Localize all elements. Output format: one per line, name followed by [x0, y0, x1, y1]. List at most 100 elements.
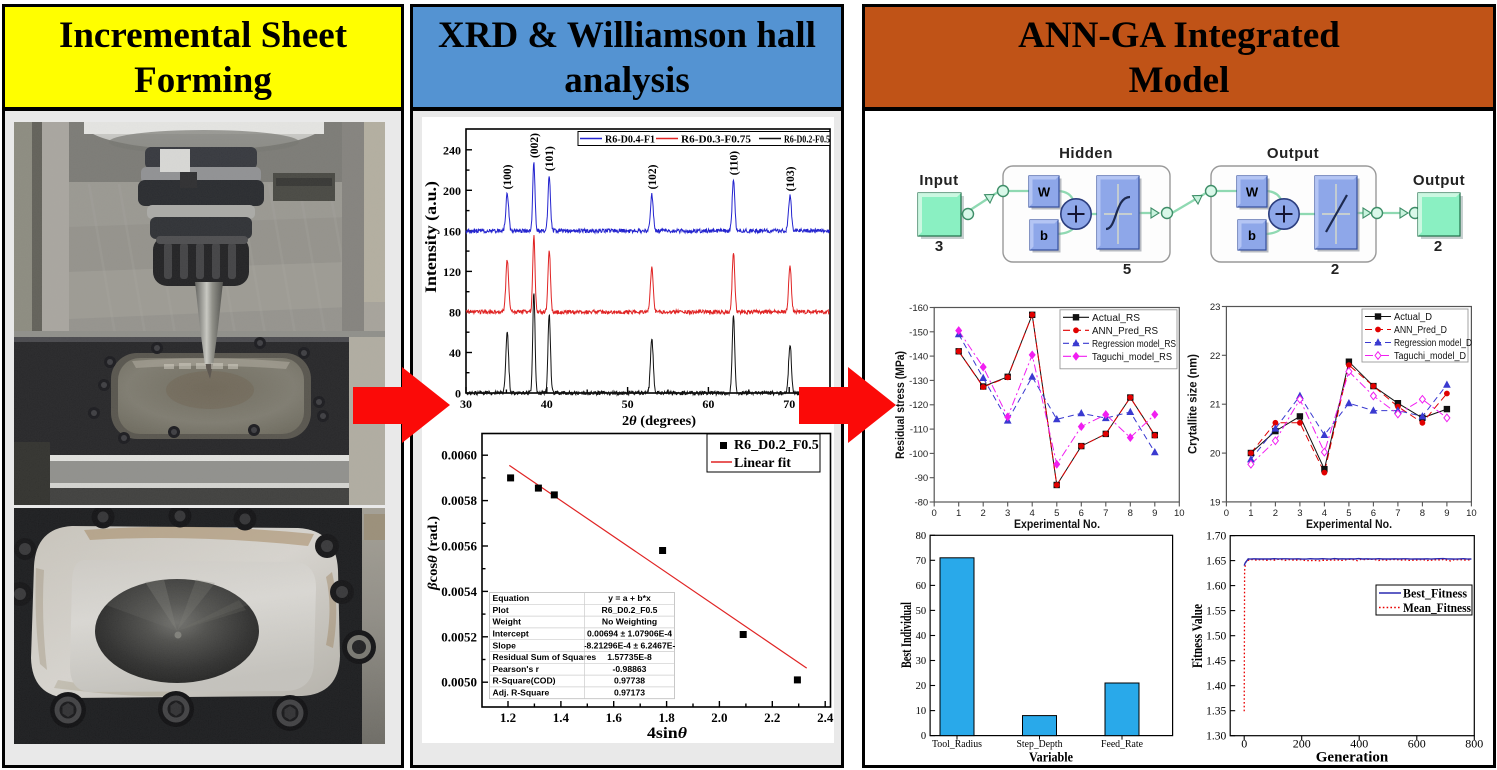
svg-text:19: 19 [1210, 497, 1221, 508]
svg-text:Experimental No.: Experimental No. [1014, 519, 1100, 531]
svg-text:0.0056: 0.0056 [441, 539, 477, 554]
svg-text:400: 400 [1350, 737, 1368, 751]
svg-text:1.45: 1.45 [1206, 656, 1226, 668]
svg-text:70: 70 [916, 556, 927, 567]
svg-text:6: 6 [1371, 508, 1376, 519]
svg-text:9: 9 [1444, 508, 1449, 519]
svg-text:3: 3 [1297, 508, 1302, 519]
svg-text:0.0050: 0.0050 [441, 675, 477, 690]
svg-text:40: 40 [449, 346, 461, 360]
svg-text:Taguchi_model_D: Taguchi_model_D [1394, 351, 1466, 362]
svg-text:10: 10 [1466, 508, 1477, 519]
svg-text:0.0054: 0.0054 [441, 584, 477, 599]
svg-text:4: 4 [1030, 508, 1035, 519]
svg-text:1: 1 [956, 508, 961, 519]
svg-text:Step_Depth: Step_Depth [1017, 738, 1063, 750]
svg-text:50: 50 [916, 606, 927, 617]
svg-text:No Weighting: No Weighting [602, 617, 657, 627]
svg-text:2.2: 2.2 [764, 710, 780, 725]
svg-text:Tool_Radius: Tool_Radius [932, 738, 982, 750]
svg-text:0.97173: 0.97173 [614, 688, 645, 698]
svg-text:20: 20 [1210, 449, 1221, 460]
svg-text:Residual stress (MPa): Residual stress (MPa) [895, 351, 907, 459]
svg-text:200: 200 [443, 184, 461, 198]
svg-text:120: 120 [443, 265, 461, 279]
svg-text:60: 60 [916, 581, 927, 592]
svg-text:22: 22 [1210, 351, 1221, 362]
svg-text:Regression model_RS: Regression model_RS [1092, 339, 1176, 350]
svg-text:3: 3 [1005, 508, 1010, 519]
svg-text:600: 600 [1408, 737, 1426, 751]
svg-text:Output: Output [1267, 145, 1319, 162]
svg-text:1.70: 1.70 [1206, 531, 1226, 543]
svg-text:8: 8 [1420, 508, 1425, 519]
svg-text:ANN_Pred_D: ANN_Pred_D [1394, 325, 1447, 336]
svg-text:2: 2 [1331, 261, 1339, 278]
svg-text:Adj. R-Square: Adj. R-Square [493, 688, 550, 698]
svg-text:0: 0 [932, 508, 937, 519]
svg-text:40: 40 [541, 397, 553, 411]
svg-text:-130: -130 [909, 376, 928, 387]
svg-text:b: b [1040, 228, 1048, 243]
svg-text:80: 80 [449, 305, 461, 319]
svg-text:10: 10 [916, 706, 927, 717]
svg-text:Pearson's r: Pearson's r [493, 664, 540, 674]
svg-text:3: 3 [935, 238, 943, 255]
svg-text:W: W [1246, 185, 1259, 200]
svg-text:b: b [1248, 228, 1256, 243]
svg-text:21: 21 [1210, 400, 1221, 411]
svg-text:60: 60 [702, 397, 714, 411]
svg-text:1.8: 1.8 [658, 710, 675, 725]
svg-text:2: 2 [981, 508, 986, 519]
svg-text:-160: -160 [909, 303, 928, 314]
svg-text:0: 0 [1241, 737, 1247, 751]
svg-text:R6_D0.2_F0.5: R6_D0.2_F0.5 [602, 605, 658, 615]
svg-text:ANN_Pred_RS: ANN_Pred_RS [1092, 326, 1158, 337]
svg-text:1.6: 1.6 [606, 710, 623, 725]
svg-text:Regression model_D: Regression model_D [1394, 338, 1472, 349]
svg-text:Output: Output [1413, 172, 1465, 189]
svg-text:4: 4 [1322, 508, 1327, 519]
svg-text:Actual_RS: Actual_RS [1092, 313, 1140, 324]
svg-text:5: 5 [1346, 508, 1351, 519]
svg-text:5: 5 [1123, 261, 1131, 278]
svg-text:-140: -140 [909, 352, 928, 363]
svg-text:70: 70 [783, 397, 795, 411]
svg-text:R-Square(COD): R-Square(COD) [493, 676, 556, 686]
svg-text:-0.98863: -0.98863 [613, 664, 647, 674]
svg-text:30: 30 [916, 656, 927, 667]
svg-text:Residual Sum of Squares: Residual Sum of Squares [493, 652, 597, 662]
svg-text:-8.21296E-4 ± 6.2467E-: -8.21296E-4 ± 6.2467E- [584, 640, 676, 650]
svg-text:R6-D0.3-F0.75: R6-D0.3-F0.75 [681, 134, 751, 145]
svg-text:Weight: Weight [493, 617, 522, 627]
svg-text:(002): (002) [529, 133, 541, 158]
svg-text:10: 10 [1174, 508, 1185, 519]
svg-text:(102): (102) [647, 164, 659, 189]
svg-text:0.0058: 0.0058 [441, 493, 477, 508]
svg-text:(100): (100) [502, 164, 514, 189]
svg-text:0.00694 ± 1.07906E-4: 0.00694 ± 1.07906E-4 [587, 629, 672, 639]
svg-text:0.0060: 0.0060 [441, 448, 477, 463]
svg-text:2: 2 [1434, 238, 1442, 255]
svg-text:Hidden: Hidden [1059, 145, 1113, 162]
svg-text:1.60: 1.60 [1206, 581, 1226, 593]
svg-text:1.4: 1.4 [553, 710, 570, 725]
svg-text:0: 0 [455, 387, 461, 401]
svg-text:-90: -90 [914, 473, 928, 484]
svg-text:0: 0 [1224, 508, 1229, 519]
svg-text:0.0052: 0.0052 [441, 629, 477, 644]
svg-text:30: 30 [460, 397, 472, 411]
svg-text:(101): (101) [544, 146, 556, 171]
svg-text:2: 2 [1273, 508, 1278, 519]
svg-text:Intensity (a.u.): Intensity (a.u.) [423, 181, 440, 293]
svg-text:Best Individual: Best Individual [899, 602, 915, 668]
svg-text:800: 800 [1465, 737, 1483, 751]
svg-text:Taguchi_model_RS: Taguchi_model_RS [1092, 352, 1172, 363]
svg-text:βcosθ (rad.): βcosθ (rad.) [426, 516, 441, 591]
svg-text:1: 1 [1248, 508, 1253, 519]
svg-text:240: 240 [443, 143, 461, 157]
svg-text:23: 23 [1210, 302, 1221, 313]
svg-text:7: 7 [1103, 508, 1108, 519]
svg-text:9: 9 [1152, 508, 1157, 519]
